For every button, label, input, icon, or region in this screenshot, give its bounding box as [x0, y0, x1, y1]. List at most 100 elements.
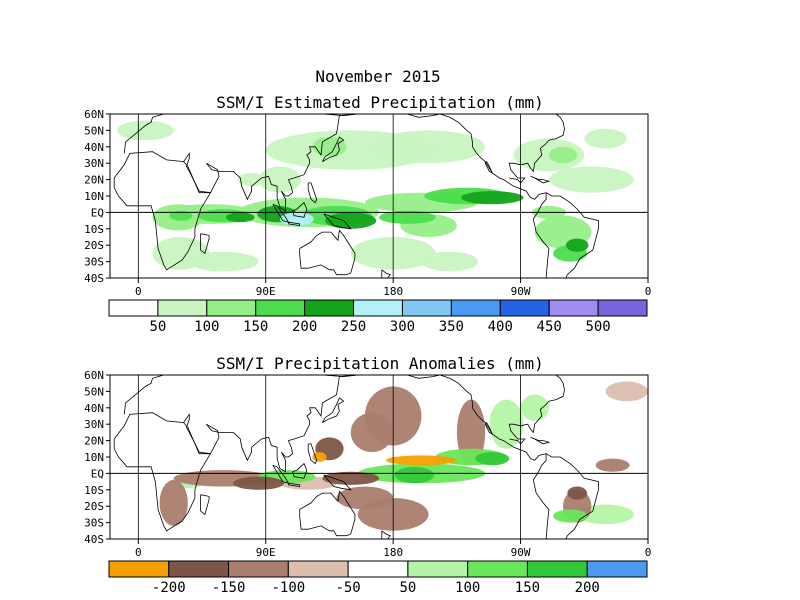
colorbar-swatch — [168, 560, 230, 578]
coastline — [484, 421, 493, 435]
coastline — [407, 114, 440, 118]
x-tick-label: 90E — [256, 546, 276, 559]
precipitation-anomalies-map: 60N 50N 40N 30N 20N 10N EQ 10S 20S 30S 40S 0 90E 180 9… — [84, 369, 651, 596]
y-tick-label: 20S — [84, 239, 104, 252]
x-tick-label: 90W — [511, 546, 531, 559]
y-tick-label: 30N — [84, 157, 104, 170]
precip-cell — [187, 251, 259, 272]
colorbar-label: 200 — [575, 580, 600, 596]
precip-cell — [386, 455, 457, 466]
coastline — [299, 229, 356, 276]
colorbar-label: -200 — [152, 580, 186, 596]
precip-cell — [548, 166, 634, 193]
colorbar-label: 450 — [537, 319, 562, 335]
colorbar-swatch — [255, 299, 306, 317]
colorbar-label: 100 — [194, 319, 219, 335]
coastline — [183, 114, 358, 212]
colorbar-swatch — [499, 299, 550, 317]
colorbar-label: 50 — [149, 319, 166, 335]
colorbar-label: 400 — [488, 319, 513, 335]
coastline — [322, 397, 345, 423]
precip-cell — [159, 479, 188, 526]
x-tick-label: 90W — [511, 285, 531, 298]
colorbar-label: -150 — [212, 580, 246, 596]
coastline — [545, 192, 599, 278]
precip-cell — [605, 381, 648, 402]
precip-cell — [258, 166, 302, 193]
colorbar: -200 -150 -100 -50 50 100 150 200 — [108, 560, 648, 596]
precip-cell — [553, 509, 588, 523]
precip-cell — [520, 394, 549, 421]
coastline — [113, 412, 212, 532]
coastline — [272, 203, 290, 223]
estimated-precipitation-map: 60N 50N 40N 30N 20N 10N EQ 10S 20S 30S 40S 0 90E 180 9… — [84, 108, 651, 335]
colorbar-swatch — [157, 299, 208, 317]
colorbar-swatch — [407, 560, 469, 578]
colorbar-swatch — [353, 299, 403, 317]
coastline — [484, 160, 493, 174]
coastline — [299, 490, 356, 537]
y-tick-label: EQ — [91, 206, 104, 219]
x-tick-label: 90E — [256, 285, 276, 298]
colorbar-swatch — [450, 299, 501, 317]
y-tick-label: 50N — [84, 385, 104, 398]
precip-cell — [322, 471, 379, 485]
precip-cell — [421, 251, 479, 272]
coastline — [307, 182, 318, 204]
y-tick-label: 40S — [84, 272, 104, 285]
colorbar-swatch — [108, 560, 170, 578]
colorbar-swatch — [206, 299, 257, 317]
coastline — [323, 213, 352, 230]
coastline — [530, 175, 551, 184]
y-tick-label: 40N — [84, 402, 104, 415]
coastline — [407, 375, 440, 379]
precip-cell — [461, 191, 524, 205]
y-tick-label: 10N — [84, 190, 104, 203]
top-panel-title: SSM/I Estimated Precipitation (mm) — [216, 93, 544, 112]
colorbar-swatch — [228, 560, 289, 578]
colorbar-label: 500 — [585, 319, 610, 335]
y-tick-label: 60N — [84, 108, 104, 121]
colorbar-label: 150 — [515, 580, 540, 596]
y-tick-label: 20S — [84, 500, 104, 513]
y-tick-label: 20N — [84, 435, 104, 448]
colorbar-swatch — [287, 560, 349, 578]
colorbar-label: 50 — [399, 580, 416, 596]
colorbar-swatch — [586, 560, 648, 578]
figure-title: November 2015 — [315, 67, 440, 86]
y-tick-label: 20N — [84, 174, 104, 187]
precip-cell — [325, 212, 377, 229]
colorbar-swatch — [108, 299, 159, 317]
y-tick-label: 10N — [84, 451, 104, 464]
x-tick-label: 180 — [383, 546, 403, 559]
precip-cell — [237, 173, 266, 187]
colorbar-label: 100 — [455, 580, 480, 596]
colorbar-label: -100 — [271, 580, 305, 596]
y-tick-label: 10S — [84, 484, 104, 497]
precip-cell — [565, 238, 589, 252]
coastline — [323, 474, 352, 491]
y-tick-label: 40N — [84, 141, 104, 154]
y-tick-label: 10S — [84, 223, 104, 236]
coastline — [292, 201, 308, 218]
x-tick-label: 0 — [645, 546, 652, 559]
precip-cell — [489, 399, 524, 449]
colorbar-label: 250 — [341, 319, 366, 335]
coastline — [439, 114, 550, 278]
coastline — [200, 494, 210, 516]
coastline — [545, 453, 599, 539]
coastline — [200, 233, 210, 255]
precip-cell — [169, 210, 193, 221]
colorbar-label: 350 — [439, 319, 464, 335]
colorbar-swatch — [548, 299, 599, 317]
y-tick-label: 60N — [84, 369, 104, 382]
precip-cell — [117, 120, 174, 141]
precip-cell — [595, 458, 630, 472]
coastline — [508, 375, 565, 445]
colorbar-label: 200 — [292, 319, 317, 335]
precip-cell — [371, 130, 486, 164]
precip-cell — [226, 212, 255, 223]
colorbar-swatch — [597, 299, 648, 317]
coastline — [113, 151, 212, 271]
